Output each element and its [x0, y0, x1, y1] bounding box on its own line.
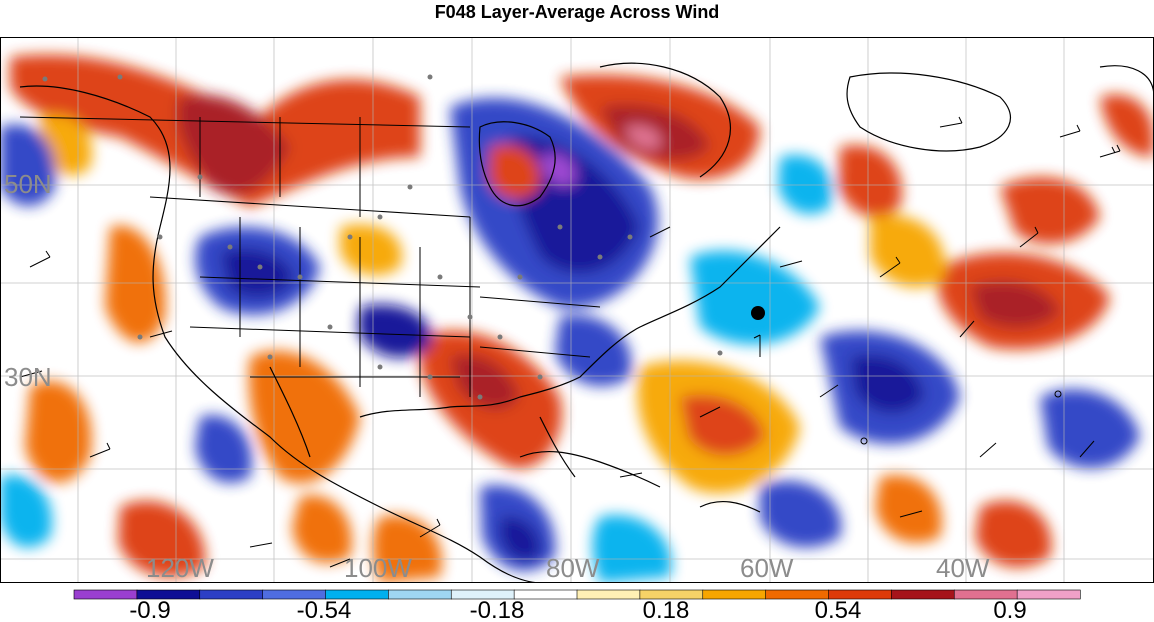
colorbar-swatch	[702, 589, 767, 600]
lon-label: 80W	[546, 553, 600, 583]
colorbar-swatches	[73, 589, 1081, 600]
graticule	[0, 37, 1154, 583]
station-markers	[42, 74, 723, 400]
station-open-marker	[860, 437, 868, 445]
colorbar-swatch	[199, 589, 264, 600]
colorbar-tick-label: -0.18	[470, 597, 525, 622]
anomaly-field	[0, 54, 1154, 583]
lat-label: 50N	[4, 169, 52, 199]
lon-label: 40W	[936, 553, 990, 583]
colorbar-tick-label: -0.9	[129, 597, 170, 622]
wind-barbs	[19, 116, 1121, 568]
colorbar-swatch	[73, 589, 138, 600]
colorbar-swatch	[1016, 589, 1081, 600]
lon-label: 100W	[344, 553, 412, 583]
colorbar-swatch	[891, 589, 955, 600]
political-borders	[19, 116, 601, 397]
lon-label: 60W	[740, 553, 794, 583]
colorbar-labels: -0.9 -0.54 -0.18 0.18 0.54 0.9	[129, 597, 1026, 622]
lon-label: 120W	[146, 553, 214, 583]
colorbar-swatch	[576, 589, 641, 600]
lat-label: 30N	[4, 362, 52, 392]
colorbar-tick-label: 0.18	[643, 597, 690, 622]
colorbar-tick-label: -0.54	[297, 597, 352, 622]
axis-labels: 50N 30N 120W 100W 80W 60W 40W	[4, 169, 990, 583]
across-wind-map: 50N 30N 120W 100W 80W 60W 40W	[0, 37, 1154, 583]
colorbar-tick-label: 0.9	[993, 597, 1026, 622]
colorbar-swatch	[388, 589, 452, 600]
map-title: F048 Layer-Average Across Wind	[434, 2, 720, 22]
coastlines	[19, 62, 1154, 583]
colorbar-tick-label: 0.54	[815, 597, 862, 622]
station-open-marker	[1054, 390, 1062, 398]
target-point-marker	[751, 306, 765, 320]
colorbar: -0.9 -0.54 -0.18 0.18 0.54 0.9	[73, 589, 1081, 622]
